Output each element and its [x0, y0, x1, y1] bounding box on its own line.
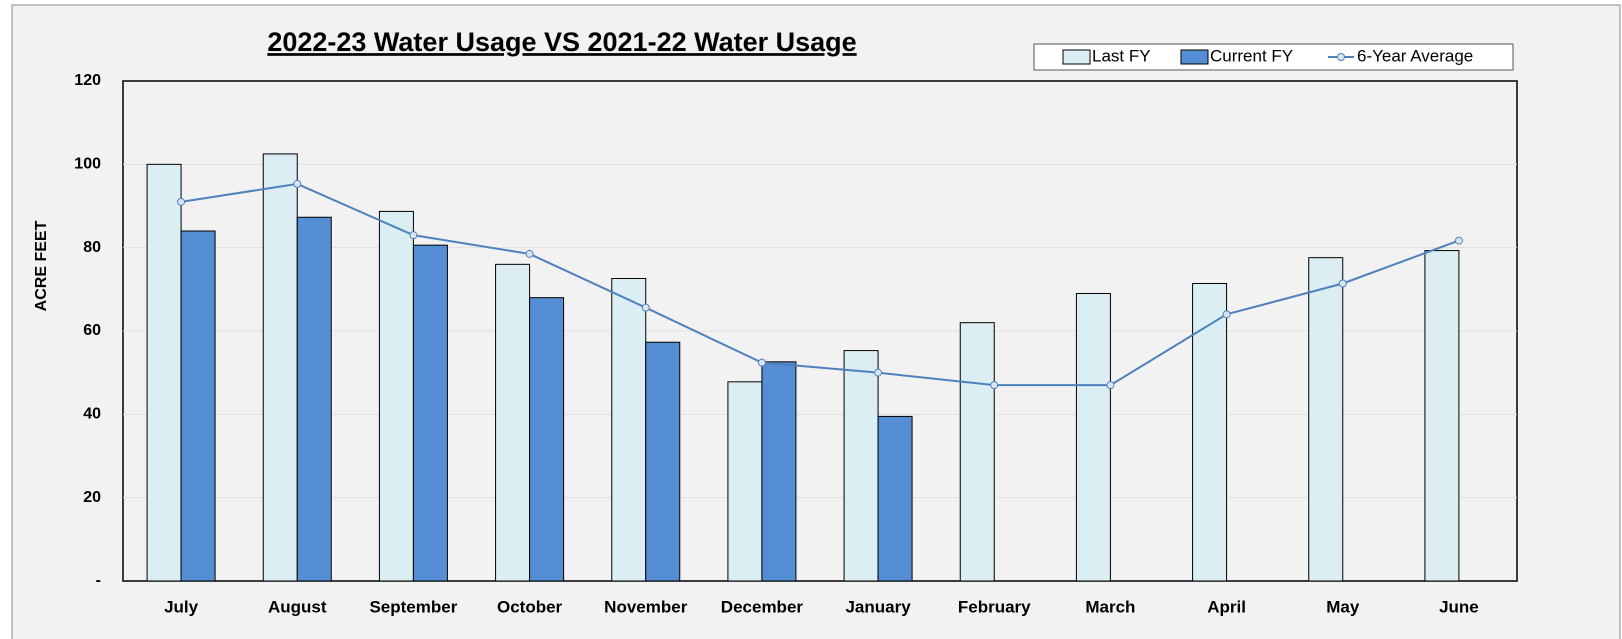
x-tick-label: May — [1326, 597, 1360, 616]
bar — [146, 163, 182, 582]
legend-label: Last FY — [1092, 46, 1151, 65]
line-point — [757, 358, 766, 367]
y-tick-label: 40 — [83, 406, 101, 423]
line-point — [409, 231, 418, 240]
bar — [645, 341, 681, 582]
legend-label: Current FY — [1210, 46, 1293, 65]
bar — [1192, 283, 1228, 582]
legend-swatch-point — [1337, 53, 1345, 61]
bar — [412, 244, 448, 582]
bar — [959, 322, 995, 582]
x-tick-label: August — [268, 597, 327, 616]
line-point — [1338, 279, 1347, 288]
line-point — [641, 303, 650, 312]
x-tick-label: February — [958, 597, 1031, 616]
line-point — [874, 368, 883, 377]
chart-title: 2022-23 Water Usage VS 2021-22 Water Usa… — [267, 27, 856, 57]
bar — [495, 263, 531, 582]
bar — [262, 153, 298, 582]
y-axis-label: ACRE FEET — [33, 220, 50, 311]
y-tick-label: 20 — [83, 489, 101, 506]
x-tick-label: June — [1439, 597, 1479, 616]
legend-swatch — [1180, 49, 1209, 65]
line-point — [1454, 236, 1463, 245]
x-tick-label: October — [497, 597, 563, 616]
x-tick-label: November — [604, 597, 688, 616]
y-tick-label: 60 — [83, 322, 101, 339]
bar — [1308, 257, 1344, 582]
line-point — [293, 179, 302, 188]
y-tick-label: - — [96, 572, 101, 589]
bar — [761, 361, 797, 582]
legend-swatch — [1062, 49, 1091, 65]
bar — [180, 230, 216, 582]
bar — [1075, 293, 1111, 582]
line-point — [525, 249, 534, 258]
bar — [843, 350, 879, 582]
bar — [877, 415, 913, 582]
x-tick-label: September — [369, 597, 457, 616]
bar — [1424, 250, 1460, 582]
x-tick-label: April — [1207, 597, 1246, 616]
bar — [727, 381, 763, 582]
bar — [529, 297, 565, 582]
line — [180, 182, 1460, 387]
line-point — [1222, 310, 1231, 319]
y-tick-label: 100 — [74, 156, 101, 173]
x-tick-label: July — [164, 597, 199, 616]
bar — [296, 216, 332, 582]
x-tick-label: December — [721, 597, 804, 616]
legend-box — [1033, 43, 1514, 71]
y-tick-label: 80 — [83, 239, 101, 256]
bar — [611, 278, 647, 582]
y-tick-label: 120 — [74, 72, 101, 89]
x-tick-label: March — [1085, 597, 1135, 616]
line-point — [990, 381, 999, 390]
x-tick-label: January — [845, 597, 911, 616]
bar — [378, 210, 414, 582]
line-point — [177, 197, 186, 206]
line-point — [1106, 381, 1115, 390]
legend-label: 6-Year Average — [1357, 46, 1473, 65]
